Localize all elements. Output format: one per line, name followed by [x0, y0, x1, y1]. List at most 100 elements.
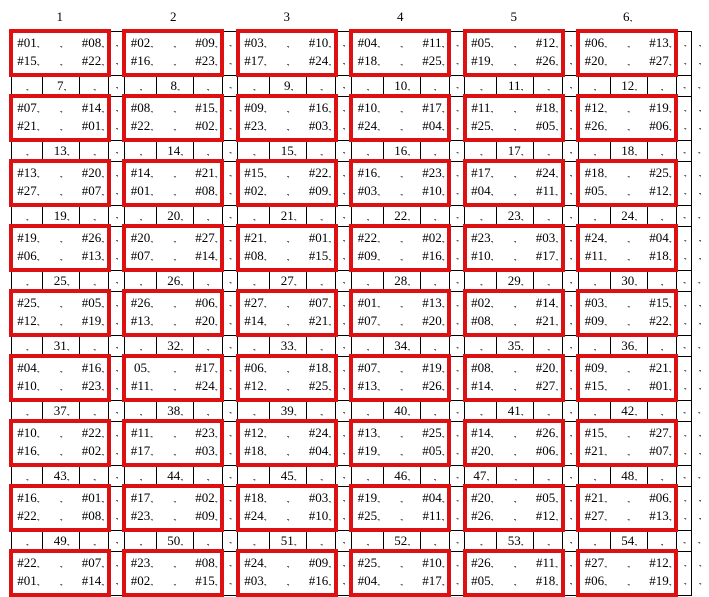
end-of-row-marks: ., — [692, 142, 705, 160]
cell-end-formatting-mark: ., — [263, 105, 267, 114]
slot-value: #22 — [81, 53, 102, 68]
cell-end-formatting-mark: ., — [36, 578, 40, 587]
slot-value: #13 — [649, 508, 669, 523]
cell-end-formatting-mark: ., — [173, 253, 176, 262]
block-mid-cell: ., — [627, 425, 630, 444]
block-value-cell: #03., — [584, 295, 608, 314]
gap-marks: .,., — [224, 490, 236, 526]
cell-end-formatting-mark: ., — [293, 278, 297, 287]
cell-end-formatting-mark: ., — [441, 365, 445, 374]
gap-cell: ., — [448, 74, 466, 97]
cell-end-formatting-mark: ., — [328, 560, 331, 569]
cell-end-formatting-mark: ., — [400, 578, 403, 587]
cell-end-formatting-mark: ., — [513, 383, 517, 392]
cell-end-formatting-mark: ., — [286, 383, 290, 392]
cell-end-formatting-mark: ., — [433, 408, 437, 417]
block-value-cell: #03., — [195, 442, 218, 461]
end-of-row-cell: ., — [691, 530, 707, 551]
separator-empty-cell: ., — [123, 204, 157, 227]
separator-number: 21 — [280, 208, 294, 223]
cell-end-formatting-mark: ., — [214, 383, 218, 392]
cell-end-formatting-mark: ., — [229, 317, 232, 326]
cell-end-formatting-mark: ., — [342, 470, 346, 480]
cell-end-formatting-mark: ., — [569, 145, 572, 155]
column-header-cell: 2 — [124, 0, 222, 31]
column-header: 6 — [622, 9, 630, 24]
block-value-cell: #17., — [422, 572, 445, 591]
block-value-cell: #23., — [244, 117, 267, 136]
slot-value: #27 — [195, 230, 215, 245]
red-block-b3-g1: #13.,., #20., #27.,., #07., — [9, 159, 111, 207]
block-value-cell: #10., — [358, 100, 381, 119]
cell-end-formatting-mark: ., — [479, 408, 483, 417]
block-value-cell: #11., — [471, 100, 493, 119]
gap-marks: .,., — [338, 35, 350, 71]
block-mid-cell: ., — [173, 312, 176, 331]
separator-number-cell: 44., — [155, 464, 194, 487]
separator-empty-cell: ., — [577, 529, 611, 552]
block-mid-cell: ., — [400, 100, 403, 119]
cell-end-formatting-mark: ., — [206, 213, 210, 222]
slot-value: #06 — [535, 443, 556, 458]
separator-empty-cell: ., — [10, 464, 44, 487]
cell-end-formatting-mark: ., — [683, 317, 687, 326]
end-of-row-marks: ., — [692, 207, 705, 225]
slot-value: #16 — [422, 248, 442, 263]
block-value-cell: #27., — [536, 377, 559, 396]
block-mid-cell: ., — [60, 572, 63, 591]
cell-end-formatting-mark: ., — [627, 513, 630, 522]
slot-value: #03 — [584, 295, 605, 310]
cell-end-formatting-mark: ., — [59, 300, 63, 309]
block-value-cell: #18., — [536, 572, 559, 591]
gap-marks: .,., — [224, 165, 236, 201]
block-grid: #27.,., #07., #14.,., #21., — [242, 295, 332, 331]
gap-marks: .,., — [338, 425, 350, 461]
block-mid-cell: ., — [627, 312, 630, 331]
cell-end-formatting-mark: ., — [569, 382, 572, 391]
cell-end-formatting-mark: ., — [604, 123, 607, 132]
cell-end-formatting-mark: ., — [555, 448, 558, 457]
cell-end-formatting-mark: ., — [59, 495, 63, 504]
cell-end-formatting-mark: ., — [342, 57, 346, 66]
separator-number-cell: 47., — [464, 464, 498, 487]
slot-value: #22 — [130, 118, 151, 133]
cell-end-formatting-mark: ., — [139, 343, 142, 352]
block-value-cell: #23., — [82, 377, 105, 396]
block-value-cell: #03., — [244, 572, 267, 591]
block-mid-cell: ., — [400, 295, 403, 314]
cell-end-formatting-mark: ., — [660, 213, 664, 222]
block-value-cell: #11., — [536, 555, 558, 574]
slot-value: #11 — [130, 425, 150, 440]
cell-end-formatting-mark: ., — [286, 578, 290, 587]
red-block-b2-g4: #10.,., #17., #24.,., #04., — [349, 94, 452, 142]
gap-cell: .,., — [221, 550, 239, 596]
block-grid: #15.,., #22., #02.,., #09., — [242, 165, 332, 201]
slot-value: #03 — [357, 183, 378, 198]
gap-cell: .,., — [448, 290, 466, 336]
cell-end-formatting-mark: ., — [263, 365, 267, 374]
separator-number: 47 — [473, 468, 487, 483]
separator-number: 43 — [53, 468, 67, 483]
separator-row: ., 7.,.,.,., 8.,.,.,., 9.,.,.,., 10.,.,.,., 1… — [10, 74, 707, 97]
column-header-cell: 6., — [578, 0, 676, 31]
block-value-cell: #07., — [131, 247, 154, 266]
separator-number: 44 — [167, 468, 181, 483]
band-row: #25.,., #05., #12.,., #19.,.,., #26.,., #06.,… — [9, 289, 707, 337]
block-grid: #10.,., #22., #16.,., #02., — [15, 425, 105, 461]
block-value-cell: #25., — [471, 117, 494, 136]
slot-value: #17 — [195, 360, 215, 375]
cell-end-formatting-mark: ., — [433, 538, 437, 547]
cell-end-formatting-mark: ., — [252, 473, 256, 482]
block-value-cell: #13., — [358, 377, 381, 396]
block-value-cell: #16., — [17, 490, 40, 509]
separator-number: 26 — [167, 273, 181, 288]
block-mid-cell: ., — [173, 377, 176, 396]
block-grid: #06.,., #13., #20.,., #27., — [582, 35, 672, 71]
cell-end-formatting-mark: ., — [252, 148, 256, 157]
cell-end-formatting-mark: ., — [286, 300, 290, 309]
separator-empty-cell: ., — [192, 204, 223, 227]
slot-value: #24 — [244, 508, 264, 523]
block-mid-cell: ., — [400, 425, 403, 444]
cell-end-formatting-mark: ., — [286, 170, 290, 179]
gap-marks: .,., — [111, 555, 123, 591]
